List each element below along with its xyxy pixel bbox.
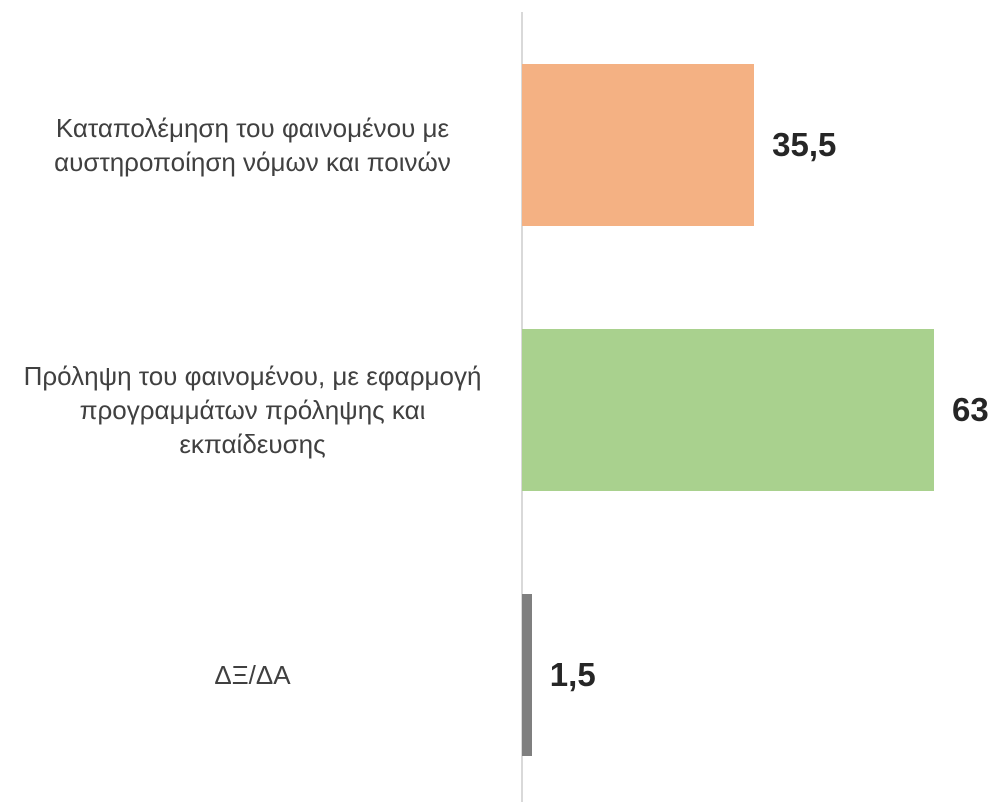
category-label: Πρόληψη του φαινομένου, με εφαρμογή προγ… [23, 361, 482, 459]
data-label: 63 [952, 391, 989, 428]
data-label: 35,5 [772, 126, 837, 163]
category-label: Καταπολέμηση του φαινομένου με αυστηροπο… [54, 113, 451, 177]
data-label: 1,5 [549, 656, 596, 693]
bar [522, 64, 755, 226]
category-label: ΔΞ/ΔΑ [214, 660, 291, 690]
bar [522, 594, 532, 756]
bar [522, 329, 934, 491]
